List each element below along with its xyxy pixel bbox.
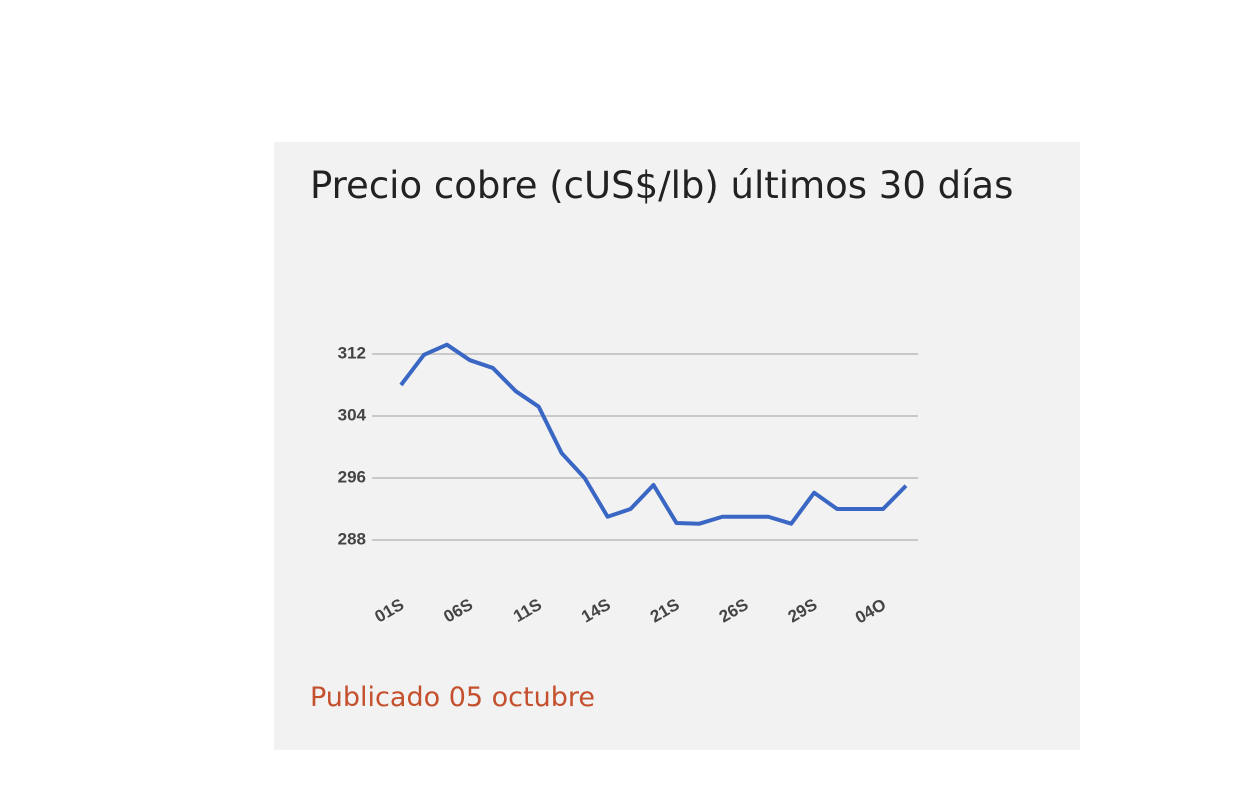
x-tick-label: 29S [785, 595, 821, 627]
x-tick-label: 26S [716, 595, 752, 627]
x-tick-label: 04O [852, 595, 889, 628]
x-tick-label: 01S [372, 595, 408, 627]
published-date: Publicado 05 octubre [310, 682, 595, 713]
y-tick-label: 288 [338, 529, 366, 548]
chart-card: Precio cobre (cUS$/lb) últimos 30 días P… [274, 142, 1080, 750]
y-tick-label: 312 [338, 343, 366, 362]
x-tick-label: 21S [647, 595, 683, 627]
y-tick-label: 296 [338, 467, 366, 486]
y-tick-label: 304 [338, 405, 367, 424]
x-tick-label: 11S [510, 595, 545, 626]
x-tick-label: 14S [578, 595, 614, 627]
chart-title: Precio cobre (cUS$/lb) últimos 30 días [310, 164, 1014, 207]
x-tick-label: 06S [440, 595, 476, 627]
data-line [399, 342, 908, 526]
